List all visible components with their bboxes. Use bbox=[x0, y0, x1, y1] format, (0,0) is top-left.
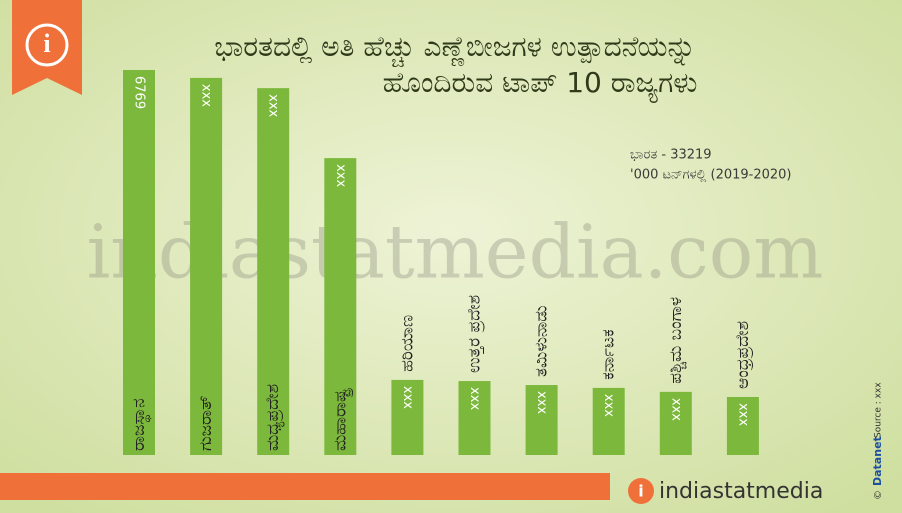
value-label: 6769 bbox=[132, 76, 147, 109]
title-line: ಹೊಂದಿರುವ ಟಾಪ್ 10 ರಾಜ್ಯಗಳು bbox=[383, 66, 698, 102]
bar bbox=[458, 381, 491, 455]
bar bbox=[257, 88, 290, 456]
logo-icon bbox=[628, 478, 654, 504]
brand: indiastatmedia bbox=[659, 479, 823, 504]
note: ಭಾರತ - 33219 bbox=[630, 148, 712, 163]
value-label: xxx bbox=[199, 84, 214, 107]
value-label: xxx bbox=[266, 94, 281, 117]
source: Source : xxx bbox=[874, 382, 884, 438]
bar bbox=[391, 379, 424, 455]
value-label: xxx bbox=[400, 386, 415, 409]
datanet: Datanet bbox=[871, 436, 884, 486]
value-label: xxx bbox=[735, 403, 750, 426]
bar bbox=[726, 396, 759, 455]
title-line: ಭಾರತದಲ್ಲಿ ಅತಿ ಹೆಚ್ಚು ಎಣ್ಣೆಬೀಜಗಳ ಉತ್ಪಾದನೆ… bbox=[214, 30, 695, 66]
bar bbox=[659, 391, 692, 455]
value-label: xxx bbox=[668, 398, 683, 421]
ribbon bbox=[12, 0, 82, 95]
logo-i: i bbox=[638, 482, 643, 501]
category-label: ಮಹಾರಾಷ್ಟ್ರ bbox=[330, 388, 353, 451]
category-label: ಹರಿಯಾಣ bbox=[397, 315, 417, 372]
bar bbox=[324, 158, 357, 456]
category-label: ಮಧ್ಯಪ್ರದೇಶ bbox=[263, 384, 285, 451]
category-label: ಗುಜರಾತ್ bbox=[196, 395, 216, 451]
note: '000 ಟನ್‌ಗಳಲ್ಲಿ (2019-2020) bbox=[630, 168, 792, 183]
footer-strip bbox=[0, 473, 610, 500]
category-label: ಉತ್ತರ ಪ್ರದೇಶ bbox=[465, 295, 485, 373]
bar bbox=[190, 77, 223, 456]
info-icon bbox=[25, 23, 69, 67]
category-label: ಆಂಧ್ರಪ್ರದೇಶ bbox=[733, 321, 753, 389]
value-label: xxx bbox=[601, 394, 616, 417]
value-label: xxx bbox=[333, 164, 348, 187]
category-label: ರಾಜಸ್ಥಾನ bbox=[129, 398, 153, 451]
value-label: xxx bbox=[467, 387, 482, 410]
bar bbox=[592, 387, 625, 455]
bar bbox=[123, 70, 155, 455]
copyright: © bbox=[873, 490, 884, 500]
bar bbox=[525, 385, 558, 455]
category-label: ಕರ್ನಾಟಕ bbox=[599, 329, 619, 380]
value-label: xxx bbox=[534, 391, 549, 414]
info-i: i bbox=[43, 29, 50, 58]
category-label: ತಮಿಳುನಾಡು bbox=[532, 305, 552, 377]
category-label: ಪಶ್ಚಿಮ ಬಂಗಾಳ bbox=[666, 297, 687, 384]
